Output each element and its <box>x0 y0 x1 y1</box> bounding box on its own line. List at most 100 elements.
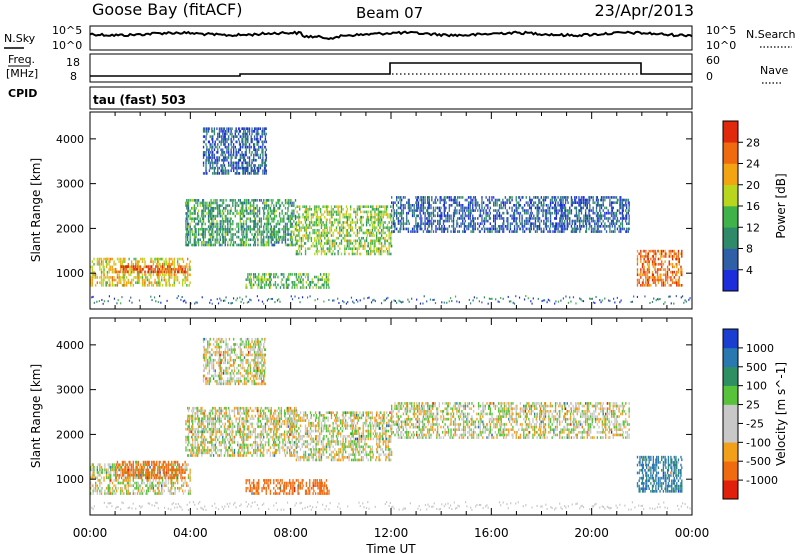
echo-cell <box>306 296 309 299</box>
echo-cell <box>173 283 175 287</box>
echo-cell <box>173 281 175 284</box>
echo-cell <box>202 233 204 236</box>
echo-cell <box>237 148 240 152</box>
echo-cell <box>212 227 214 231</box>
echo-cell <box>451 225 453 228</box>
echo-cell <box>230 130 232 133</box>
echo-cell <box>258 230 261 234</box>
echo-cell <box>562 222 564 226</box>
echo-cell <box>300 286 303 289</box>
echo-cell <box>586 206 588 210</box>
echo-cell <box>554 196 557 199</box>
echo-cell <box>547 217 549 220</box>
echo-cell <box>273 212 276 215</box>
echo-cell <box>281 278 283 281</box>
echo-cell <box>326 207 328 211</box>
echo-cell <box>385 226 388 230</box>
echo-cell <box>653 276 655 279</box>
echo-cell <box>536 209 538 212</box>
echo-cell <box>401 301 403 304</box>
echo-cell <box>664 249 666 253</box>
echo-cell <box>207 158 210 162</box>
echo-cell <box>256 148 258 152</box>
echo-cell <box>428 230 430 233</box>
echo-cell <box>234 233 236 236</box>
echo-cell <box>375 236 378 240</box>
echo-cell <box>676 262 678 266</box>
echo-cell <box>407 201 410 204</box>
echo-cell <box>145 278 147 282</box>
echo-cell <box>322 250 324 253</box>
echo-cell <box>216 225 218 228</box>
echo-cell <box>549 201 552 204</box>
echo-cell <box>350 215 352 219</box>
echo-cell <box>370 210 373 214</box>
echo-cell <box>193 225 196 228</box>
echo-cell <box>120 267 122 271</box>
echo-cell <box>549 206 551 210</box>
echo-cell <box>470 211 472 215</box>
echo-cell <box>209 233 211 236</box>
echo-cell <box>250 286 252 289</box>
echo-cell <box>263 283 266 287</box>
echo-cell <box>657 278 660 282</box>
echo-cell <box>541 300 543 303</box>
echo-cell <box>218 158 221 162</box>
echo-cell <box>675 295 677 298</box>
echo-cell <box>375 239 378 243</box>
echo-cell <box>670 270 672 274</box>
echo-cell <box>240 243 242 247</box>
echo-cell <box>424 196 426 199</box>
echo-cell <box>154 267 156 271</box>
echo-cell <box>569 206 571 210</box>
echo-cell <box>662 278 665 282</box>
echo-cell <box>549 299 551 302</box>
echo-cell <box>478 230 481 233</box>
echo-cell <box>610 230 613 233</box>
echo-cell <box>268 278 270 281</box>
echo-cell <box>443 203 446 207</box>
echo-cell <box>596 201 599 204</box>
echo-cell <box>251 132 253 136</box>
echo-cell <box>513 219 516 223</box>
echo-cell <box>599 219 601 223</box>
echo-cell <box>451 300 453 303</box>
echo-cell <box>207 161 210 165</box>
echo-cell <box>205 135 207 138</box>
echo-cell <box>245 222 247 226</box>
echo-cell <box>528 206 531 210</box>
echo-cell <box>289 243 292 247</box>
echo-cell <box>242 137 244 141</box>
echo-cell <box>253 156 255 159</box>
echo-cell <box>197 199 200 202</box>
echo-cell <box>193 238 196 242</box>
echo-cell <box>265 273 267 276</box>
echo-cell <box>286 217 288 221</box>
echo-cell <box>472 206 474 210</box>
echo-cell <box>339 205 341 208</box>
echo-cell <box>224 137 226 141</box>
echo-cell <box>225 220 227 223</box>
echo-cell <box>293 220 295 223</box>
echo-cell <box>582 206 584 210</box>
echo-cell <box>266 214 268 218</box>
echo-cell <box>295 226 298 230</box>
echo-cell <box>267 204 269 207</box>
echo-cell <box>192 206 194 210</box>
echo-cell <box>262 278 264 281</box>
echo-cell <box>151 283 153 287</box>
echo-cell <box>232 212 234 215</box>
echo-cell <box>169 265 171 268</box>
echo-cell <box>206 158 208 162</box>
echo-cell <box>467 214 470 218</box>
echo-cell <box>358 231 360 235</box>
echo-cell <box>513 214 515 218</box>
echo-cell <box>328 286 330 289</box>
echo-cell <box>286 243 288 247</box>
echo-cell <box>265 243 267 247</box>
echo-cell <box>246 169 248 173</box>
echo-cell <box>209 217 211 221</box>
echo-cell <box>448 214 451 218</box>
echo-cell <box>318 278 320 281</box>
echo-cell <box>386 250 389 253</box>
